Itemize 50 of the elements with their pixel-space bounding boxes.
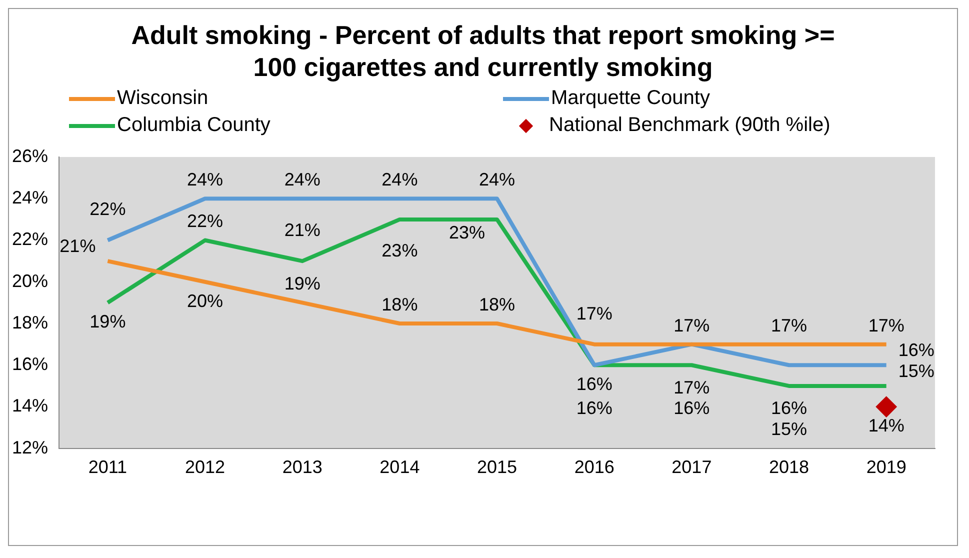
data-label: 22% (90, 199, 126, 220)
data-label: 19% (284, 274, 320, 294)
x-tick-label: 2015 (476, 457, 518, 478)
data-label: 24% (479, 170, 516, 190)
x-tick-label: 2014 (380, 457, 420, 478)
data-label: 17% (674, 315, 710, 336)
data-label: 22% (187, 211, 224, 232)
data-label: 16% (674, 398, 710, 418)
y-tick-label: 20% (12, 270, 48, 291)
data-label: 21% (284, 220, 320, 240)
y-tick-label: 14% (12, 396, 48, 416)
x-tick-label: 2017 (672, 457, 712, 478)
data-label: 15% (770, 418, 808, 439)
data-label: 17% (576, 303, 612, 324)
chart-title: Adult smoking - Percent of adults that report smoking >= 100 cigarettes and currently smoking (130, 19, 836, 84)
legend-label: National Benchmark (90th %ile) (549, 114, 830, 137)
data-label: 24% (187, 170, 224, 190)
data-label: 16% (898, 340, 934, 360)
data-label: 15% (898, 360, 934, 381)
data-label: 17% (674, 377, 710, 398)
data-label: 20% (187, 290, 224, 311)
data-label: 18% (479, 294, 516, 314)
x-tick-label: 2011 (88, 457, 128, 478)
data-label: 24% (382, 170, 418, 190)
legend-label: Columbia County (117, 114, 270, 137)
data-label: 16% (576, 374, 612, 394)
data-label: 17% (868, 315, 904, 336)
legend-label: Marquette County (551, 87, 710, 110)
x-tick-label: 2016 (574, 457, 614, 478)
data-label: 23% (382, 240, 418, 260)
data-label: 23% (449, 222, 486, 242)
y-tick-label: 16% (12, 354, 48, 374)
data-label: 16% (576, 398, 612, 418)
data-label: 21% (60, 236, 96, 256)
data-label: 17% (770, 315, 808, 336)
data-label: 14% (868, 416, 904, 436)
y-tick-label: 12% (12, 437, 48, 458)
x-tick-label: 2018 (768, 457, 810, 478)
y-tick-label: 26% (12, 146, 48, 166)
y-tick-label: 18% (12, 312, 48, 332)
y-tick-label: 24% (12, 188, 48, 208)
data-label: 19% (90, 312, 126, 332)
x-tick-label: 2019 (866, 457, 906, 478)
data-label: 18% (382, 294, 418, 314)
y-tick-label: 22% (12, 229, 48, 250)
data-label: 24% (284, 170, 320, 190)
data-label: 16% (770, 398, 808, 418)
x-tick-label: 2012 (185, 457, 226, 478)
legend-label: Wisconsin (117, 87, 208, 110)
x-tick-label: 2013 (282, 457, 322, 478)
